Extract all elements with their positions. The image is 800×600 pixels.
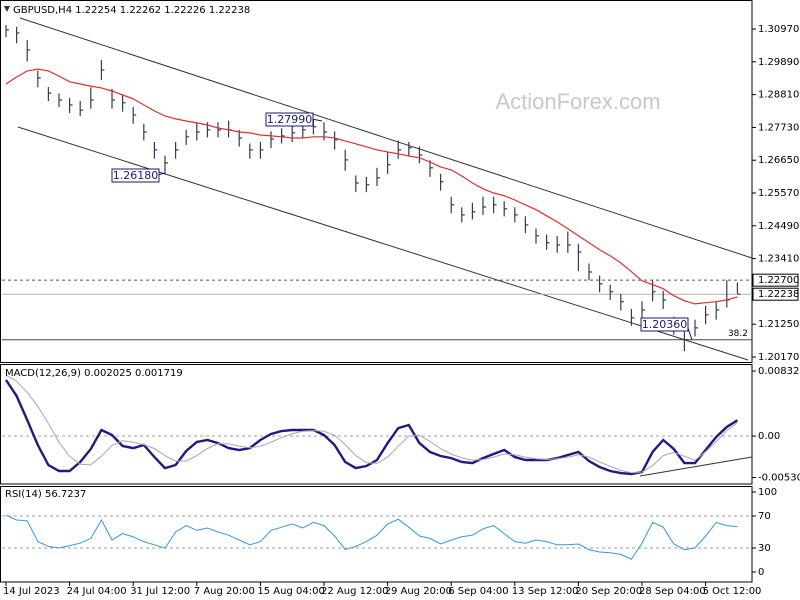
y-tick-label: 1.23410 [758, 254, 799, 265]
y-tick-label: 1.29890 [758, 57, 799, 68]
rsi-panel [0, 486, 753, 583]
rsi-title: RSI(14) 56.7237 [5, 489, 86, 500]
watermark: ActionForex.com [495, 89, 660, 114]
x-tick-label: 6 Sep 04:00 [448, 586, 508, 597]
level-label-box [752, 273, 799, 287]
annotation-box [265, 112, 314, 127]
annotation: 1.20360 [642, 318, 688, 331]
level-label-box [752, 287, 799, 301]
y-tick-label: 30 [758, 543, 771, 554]
chart-title: GBPUSD,H4 1.22254 1.22262 1.22226 1.2223… [13, 5, 250, 16]
y-tick-label: 0 [758, 567, 764, 578]
annotation-box [640, 317, 689, 332]
x-tick-label: 31 Jul 12:00 [130, 586, 190, 597]
macd-panel [0, 364, 753, 485]
x-tick-label: 29 Aug 20:00 [385, 586, 452, 597]
level-label: 1.22238 [758, 289, 799, 300]
annotation-leader [311, 118, 323, 122]
x-tick-label: 22 Aug 12:00 [321, 586, 388, 597]
macd-title: MACD(12,26,9) 0.002025 0.001719 [5, 368, 183, 379]
indicator-line [5, 374, 738, 474]
y-tick-label: 70 [758, 511, 771, 522]
price-panel [0, 0, 753, 363]
annotation-box [111, 168, 160, 183]
x-tick-label: 24 Jul 04:00 [67, 586, 127, 597]
y-tick-label: 0.00832 [758, 366, 799, 377]
y-tick-label: 0.00 [758, 431, 780, 442]
y-tick-label: 1.24490 [758, 221, 799, 232]
x-tick-label: 5 Oct 12:00 [703, 586, 762, 597]
y-tick-label: 1.28810 [758, 90, 799, 101]
title-icon [4, 6, 10, 12]
x-tick-label: 15 Aug 04:00 [257, 586, 324, 597]
annotation: 1.27990 [267, 113, 313, 126]
y-tick-label: 100 [758, 487, 777, 498]
indicator-line [5, 514, 738, 560]
x-tick-label: 7 Aug 20:00 [194, 586, 255, 597]
macd-trendline [639, 456, 753, 477]
y-tick-label: 1.20170 [758, 352, 799, 363]
y-tick-label: 1.26650 [758, 155, 799, 166]
x-tick-label: 14 Jul 2023 [3, 586, 60, 597]
x-tick-label: 28 Sep 04:00 [639, 586, 706, 597]
y-tick-label: 1.25570 [758, 188, 799, 199]
channel-upper [19, 17, 753, 259]
x-tick-label: 13 Sep 12:00 [512, 586, 579, 597]
annotation: 1.26180 [113, 169, 159, 182]
channel-lower [17, 126, 749, 361]
y-tick-label: -0.005308 [758, 473, 800, 484]
y-tick-label: 1.21250 [758, 319, 799, 330]
y-tick-label: 1.30970 [758, 24, 799, 35]
y-tick-label: 1.27730 [758, 122, 799, 133]
x-tick-label: 20 Sep 20:00 [575, 586, 642, 597]
fib-label: 38.2 [728, 329, 748, 339]
level-label: 1.22700 [758, 275, 799, 286]
moving-average [5, 68, 738, 305]
